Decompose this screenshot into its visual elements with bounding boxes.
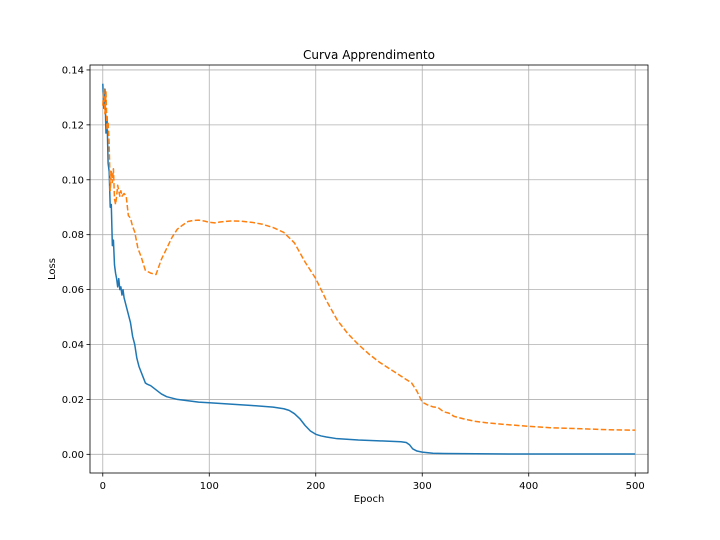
axis-ticks: 0 100 200 300 400 500 0.00 0.02 0.04 0.06 0.08 0.10…: [62, 65, 645, 492]
y-tick-label: 0.04: [62, 340, 84, 351]
x-tick-label: 100: [200, 481, 219, 492]
grid-lines: [90, 65, 648, 473]
loss-series-line-dashed: [102, 88, 636, 431]
chart-title: Curva Apprendimento: [303, 48, 435, 62]
y-tick-label: 0.08: [62, 230, 84, 241]
y-tick-label: 0.12: [62, 120, 84, 131]
y-tick-label: 0.02: [62, 395, 84, 406]
x-tick-label: 300: [413, 481, 432, 492]
y-tick-label: 0.00: [62, 450, 84, 461]
y-tick-label: 0.06: [62, 285, 84, 296]
x-tick-label: 500: [626, 481, 645, 492]
x-tick-label: 400: [519, 481, 538, 492]
y-tick-label: 0.10: [62, 175, 84, 186]
plot-area-frame: [89, 64, 649, 474]
x-tick-label: 200: [306, 481, 325, 492]
plot-series: [102, 83, 636, 455]
loss-series-line-solid: [102, 83, 636, 455]
y-tick-label: 0.14: [62, 65, 84, 76]
x-axis-label: Epoch: [354, 494, 385, 505]
y-axis-label: Loss: [47, 258, 58, 280]
x-tick-label: 0: [100, 481, 106, 492]
